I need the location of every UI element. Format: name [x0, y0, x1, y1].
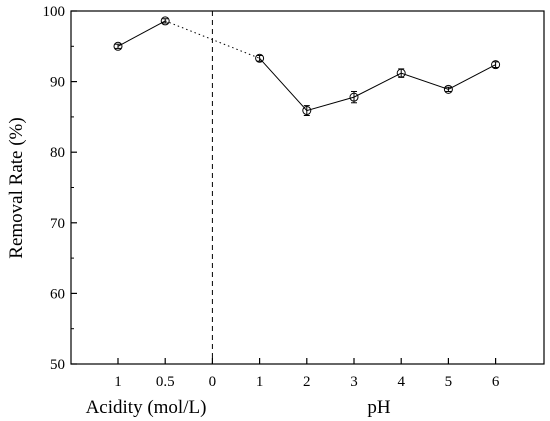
x-tick-label: 4 — [397, 374, 405, 390]
plot-frame — [70, 10, 545, 365]
x-tick-label: 5 — [445, 374, 453, 390]
series-line — [259, 57, 496, 112]
data-point — [396, 68, 406, 78]
y-tick-label: 80 — [50, 145, 65, 161]
x-tick-label: 1 — [114, 374, 122, 390]
x-tick-label: 0 — [209, 374, 217, 390]
data-point — [302, 106, 312, 116]
ticks — [71, 10, 497, 365]
x-axis-title-acidity: Acidity (mol/L) — [86, 397, 207, 418]
x-tick-label: 3 — [350, 374, 358, 390]
y-tick-label: 60 — [50, 286, 65, 302]
x-tick-label: 0.5 — [156, 374, 175, 390]
data-point — [160, 16, 170, 26]
labels: 50 60 70 80 90 100 1 0.5 0 1 2 3 4 5 6 — [43, 4, 500, 390]
data-point — [113, 41, 123, 51]
y-tick-label: 100 — [43, 4, 66, 20]
y-tick-label: 50 — [50, 357, 65, 373]
data-point — [349, 92, 359, 102]
marks — [113, 11, 501, 364]
connector-line — [165, 20, 260, 59]
x-axis-title-ph: pH — [367, 397, 391, 418]
y-tick-label: 90 — [50, 75, 65, 91]
series-line — [117, 20, 166, 47]
data-point — [255, 53, 265, 63]
y-tick-label: 70 — [50, 216, 65, 232]
x-tick-label: 1 — [256, 374, 264, 390]
x-tick-label: 6 — [492, 374, 500, 390]
data-point — [491, 60, 501, 70]
y-axis-title: Removal Rate (%) — [6, 117, 27, 258]
x-tick-label: 2 — [303, 374, 311, 390]
data-point — [443, 84, 453, 94]
